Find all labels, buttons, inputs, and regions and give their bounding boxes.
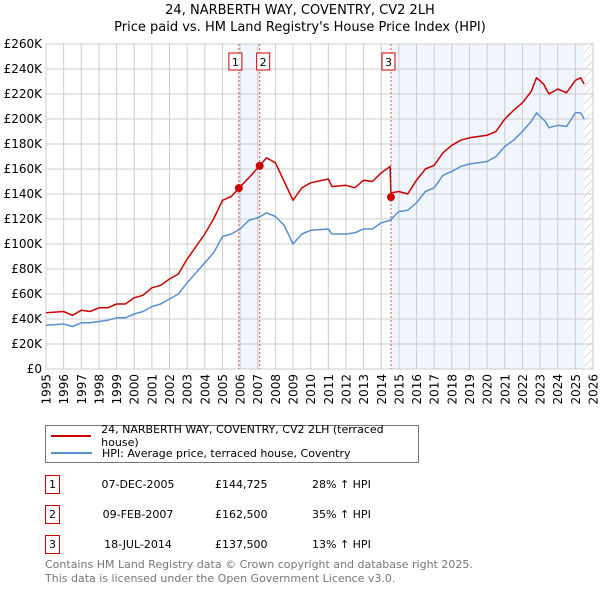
- sale-badge: 3: [45, 535, 60, 554]
- sale-price: £144,725: [215, 478, 268, 491]
- sale-label: 2: [260, 56, 267, 69]
- y-tick-label: £180K: [4, 137, 44, 151]
- x-tick-label: 2004: [198, 374, 212, 405]
- sale-point: [255, 161, 264, 170]
- x-tick-label: 2014: [375, 374, 389, 405]
- forecast-hatch: [584, 44, 593, 369]
- sale-badge: 2: [45, 505, 60, 524]
- footer-copyright: Contains HM Land Registry data © Crown c…: [45, 558, 473, 571]
- x-tick-label: 2022: [516, 374, 530, 405]
- sale-label: 3: [385, 56, 392, 69]
- x-tick-label: 2007: [251, 374, 265, 405]
- footer-licence: This data is licensed under the Open Gov…: [45, 572, 396, 585]
- y-tick-label: £160K: [4, 162, 44, 176]
- sale-point: [386, 193, 395, 202]
- table-row: 1 07-DEC-2005 £144,725 28% ↑ HPI: [45, 475, 445, 495]
- x-tick-label: 1997: [75, 374, 89, 405]
- x-tick-label: 2017: [428, 374, 442, 405]
- x-tick-label: 2009: [287, 374, 301, 405]
- x-tick-label: 2010: [304, 374, 318, 405]
- x-tick-label: 2024: [551, 374, 565, 405]
- sale-hpi: 35% ↑ HPI: [312, 508, 371, 521]
- y-tick-label: £20K: [11, 337, 43, 351]
- sale-badge: 1: [45, 475, 60, 494]
- x-tick-label: 2019: [463, 374, 477, 405]
- x-tick-label: 2006: [234, 374, 248, 405]
- hpi-line: [45, 112, 585, 328]
- y-tick-label: £260K: [4, 37, 44, 51]
- y-tick-label: £80K: [11, 262, 43, 276]
- x-tick-label: 2015: [392, 374, 406, 405]
- sale-label-box: [228, 52, 243, 71]
- y-tick-label: £0: [27, 362, 42, 376]
- shaded-range: [238, 44, 260, 369]
- chart-title: 24, NARBERTH WAY, COVENTRY, CV2 2LH: [165, 3, 435, 18]
- table-row: 2 09-FEB-2007 £162,500 35% ↑ HPI: [45, 505, 445, 525]
- x-tick-label: 2002: [163, 374, 177, 405]
- x-tick-label: 2005: [216, 374, 230, 405]
- sale-price: £162,500: [215, 508, 268, 521]
- plot-border: [45, 43, 594, 370]
- x-tick-label: 2001: [145, 374, 159, 405]
- x-tick-label: 2026: [587, 374, 600, 405]
- x-tick-label: 2018: [445, 374, 459, 405]
- x-tick-label: 2003: [181, 374, 195, 405]
- x-tick-label: 1996: [57, 374, 71, 405]
- sale-date: 09-FEB-2007: [102, 508, 174, 521]
- sale-label-box: [381, 52, 396, 71]
- sale-label-box: [256, 52, 271, 71]
- chart-subtitle: Price paid vs. HM Land Registry's House …: [114, 20, 486, 35]
- sale-hpi: 28% ↑ HPI: [312, 478, 371, 491]
- x-tick-label: 2020: [481, 374, 495, 405]
- legend-item-price: 24, NARBERTH WAY, COVENTRY, CV2 2LH (ter…: [51, 423, 418, 449]
- legend-item-hpi: HPI: Average price, terraced house, Cove…: [51, 445, 351, 461]
- legend-swatch-red: [51, 435, 92, 437]
- price-line: [45, 77, 585, 317]
- y-tick-label: £200K: [4, 112, 44, 126]
- plot-area: 1995 1996 1997 1998 1999 2000 2001 2002 2003 2004…: [4, 37, 600, 405]
- legend-swatch-blue: [51, 452, 92, 454]
- x-tick-label: 2021: [498, 374, 512, 405]
- y-tick-label: £240K: [4, 62, 44, 76]
- x-tick-label: 2016: [410, 374, 424, 405]
- sale-price: £137,500: [215, 538, 268, 551]
- x-tick-label: 2012: [339, 374, 353, 405]
- x-tick-label: 1999: [110, 374, 124, 405]
- sale-date: 07-DEC-2005: [101, 478, 175, 491]
- y-tick-label: £140K: [4, 187, 44, 201]
- legend-label: 24, NARBERTH WAY, COVENTRY, CV2 2LH (ter…: [101, 423, 384, 449]
- sale-date: 18-JUL-2014: [104, 538, 172, 551]
- sale-point: [234, 184, 243, 193]
- legend: 24, NARBERTH WAY, COVENTRY, CV2 2LH (ter…: [45, 423, 419, 463]
- y-tick-label: £120K: [4, 212, 44, 226]
- x-tick-label: 2025: [569, 374, 583, 405]
- x-tick-label: 2000: [128, 374, 142, 405]
- x-tick-label: 1995: [40, 374, 54, 405]
- x-tick-label: 2011: [322, 374, 336, 405]
- y-tick-label: £100K: [4, 237, 44, 251]
- legend-label: HPI: Average price, terraced house, Cove…: [102, 446, 351, 460]
- sale-hpi: 13% ↑ HPI: [312, 538, 371, 551]
- x-tick-label: 2023: [534, 374, 548, 405]
- y-tick-label: £220K: [4, 87, 44, 101]
- sale-label: 1: [232, 56, 239, 69]
- x-tick-label: 1998: [92, 374, 106, 405]
- x-tick-label: 2013: [357, 374, 371, 405]
- x-tick-label: 2008: [269, 374, 283, 405]
- y-tick-label: £60K: [11, 287, 43, 301]
- table-row: 3 18-JUL-2014 £137,500 13% ↑ HPI: [45, 535, 445, 555]
- y-tick-label: £40K: [11, 312, 43, 326]
